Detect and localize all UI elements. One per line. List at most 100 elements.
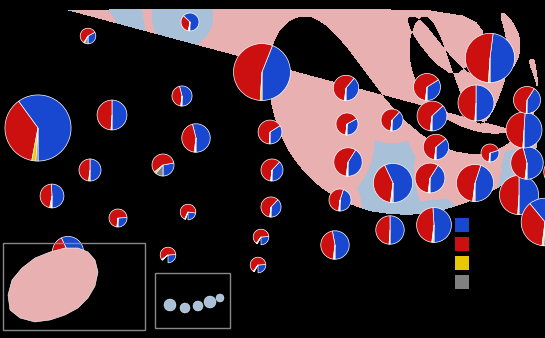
- Wedge shape: [181, 96, 182, 106]
- Circle shape: [180, 303, 190, 313]
- Wedge shape: [97, 100, 112, 130]
- Wedge shape: [430, 165, 445, 193]
- Wedge shape: [527, 89, 541, 114]
- Wedge shape: [427, 80, 440, 100]
- Wedge shape: [432, 225, 434, 242]
- Wedge shape: [513, 87, 534, 114]
- Wedge shape: [414, 73, 438, 100]
- Wedge shape: [234, 44, 272, 100]
- Wedge shape: [90, 159, 101, 181]
- Wedge shape: [417, 101, 443, 131]
- Wedge shape: [40, 184, 52, 208]
- Wedge shape: [117, 218, 118, 227]
- Wedge shape: [185, 212, 188, 219]
- Wedge shape: [344, 88, 346, 101]
- Circle shape: [216, 294, 224, 302]
- Wedge shape: [490, 33, 514, 83]
- Wedge shape: [79, 159, 90, 181]
- Wedge shape: [188, 212, 196, 220]
- Wedge shape: [345, 88, 346, 101]
- Wedge shape: [182, 124, 196, 152]
- Wedge shape: [194, 138, 196, 152]
- Circle shape: [193, 301, 203, 311]
- Wedge shape: [542, 222, 545, 246]
- Wedge shape: [253, 265, 258, 271]
- Wedge shape: [154, 165, 163, 173]
- Wedge shape: [525, 163, 527, 179]
- Wedge shape: [163, 163, 174, 176]
- Wedge shape: [373, 165, 393, 202]
- Wedge shape: [544, 164, 545, 186]
- Wedge shape: [490, 150, 499, 162]
- Wedge shape: [271, 200, 281, 217]
- Wedge shape: [65, 252, 68, 268]
- Wedge shape: [19, 95, 71, 161]
- Wedge shape: [336, 113, 356, 135]
- Wedge shape: [385, 163, 413, 202]
- Wedge shape: [465, 33, 493, 82]
- Circle shape: [164, 299, 176, 311]
- Wedge shape: [519, 175, 538, 215]
- Wedge shape: [321, 231, 335, 259]
- Wedge shape: [88, 32, 96, 44]
- Wedge shape: [62, 236, 83, 268]
- Wedge shape: [526, 100, 527, 114]
- Wedge shape: [499, 175, 519, 215]
- Wedge shape: [543, 222, 545, 246]
- Wedge shape: [430, 116, 432, 131]
- Wedge shape: [261, 159, 280, 181]
- Wedge shape: [381, 109, 399, 131]
- Wedge shape: [179, 86, 192, 106]
- Wedge shape: [391, 120, 392, 131]
- Wedge shape: [185, 212, 188, 219]
- Wedge shape: [84, 36, 88, 44]
- Wedge shape: [526, 163, 527, 179]
- Wedge shape: [347, 162, 348, 176]
- Wedge shape: [270, 207, 271, 217]
- Wedge shape: [168, 255, 176, 263]
- Wedge shape: [458, 85, 476, 121]
- Wedge shape: [415, 163, 438, 193]
- Wedge shape: [257, 237, 261, 244]
- Wedge shape: [270, 207, 271, 217]
- Wedge shape: [89, 170, 90, 181]
- Wedge shape: [489, 153, 490, 162]
- Bar: [155, 273, 230, 328]
- Wedge shape: [334, 245, 335, 259]
- Wedge shape: [111, 115, 112, 130]
- Wedge shape: [389, 230, 390, 244]
- Wedge shape: [346, 162, 348, 176]
- Wedge shape: [474, 183, 475, 201]
- Wedge shape: [392, 112, 403, 131]
- Wedge shape: [416, 208, 434, 242]
- Wedge shape: [391, 120, 392, 131]
- Wedge shape: [391, 183, 393, 202]
- Wedge shape: [189, 22, 190, 31]
- Wedge shape: [192, 124, 210, 152]
- Wedge shape: [433, 208, 451, 242]
- Wedge shape: [118, 217, 127, 227]
- Wedge shape: [258, 120, 280, 144]
- Wedge shape: [261, 237, 269, 245]
- Wedge shape: [333, 245, 335, 259]
- Wedge shape: [52, 238, 68, 267]
- Wedge shape: [162, 255, 168, 260]
- Wedge shape: [51, 196, 52, 208]
- Wedge shape: [271, 170, 272, 181]
- Wedge shape: [80, 28, 95, 43]
- Wedge shape: [436, 139, 449, 160]
- Wedge shape: [184, 13, 199, 31]
- Wedge shape: [262, 46, 290, 100]
- Bar: [455, 237, 469, 251]
- Wedge shape: [117, 218, 118, 227]
- Wedge shape: [523, 130, 524, 148]
- Wedge shape: [50, 196, 52, 208]
- Wedge shape: [172, 86, 182, 106]
- Bar: [3, 243, 145, 330]
- Bar: [455, 275, 469, 289]
- Wedge shape: [489, 153, 490, 162]
- Wedge shape: [425, 87, 427, 100]
- Wedge shape: [272, 162, 283, 181]
- Wedge shape: [392, 183, 393, 202]
- Wedge shape: [109, 209, 127, 227]
